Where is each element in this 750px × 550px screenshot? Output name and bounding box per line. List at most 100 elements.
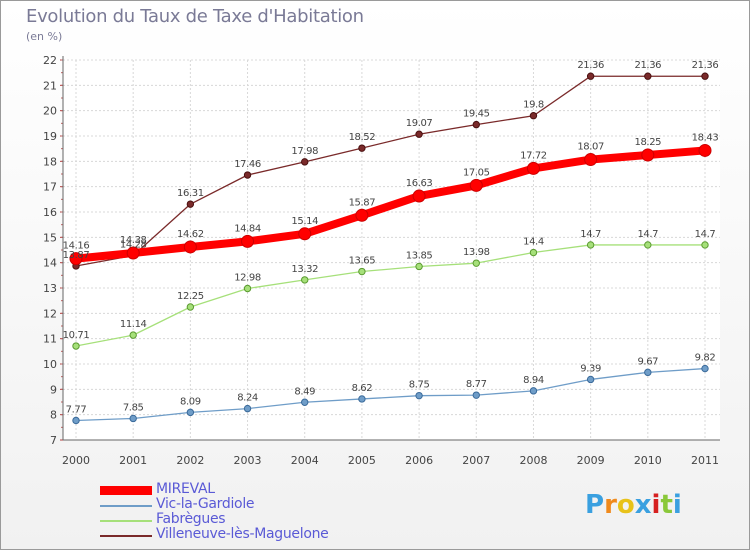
data-label-vic-la-gardiole: 8.94 [523,375,544,386]
data-label-vic-la-gardiole: 8.24 [237,393,258,404]
y-tick-label: 21 [43,79,57,92]
logo-letter: r [604,490,617,520]
data-point-vic-la-gardiole [529,387,538,395]
y-tick-label: 15 [43,231,57,244]
data-label-mireval: 18.07 [577,142,604,153]
data-point-fabregues [701,241,709,249]
data-point-vic-la-gardiole [358,395,366,403]
data-point-fabregues [415,262,423,271]
data-point-vic-la-gardiole [243,404,252,413]
data-label-villeneuve-les-maguelone: 19.45 [463,109,490,120]
legend-item-villeneuve-les-maguelone: Villeneuve-lès-Maguelone [100,526,400,544]
logo-letter: P [585,490,605,520]
data-point-mireval [298,227,312,241]
series-line-villeneuve-les-maguelone [75,75,706,267]
y-tick-label: 16 [43,206,57,219]
x-tick-label: 2004 [291,454,319,467]
chart-legend: MIREVAL Vic-la-Gardiole Fabrègues Villen… [100,481,400,544]
x-tick-label: 2010 [634,454,662,467]
data-point-mireval [69,252,83,266]
data-label-mireval: 14.62 [177,229,204,240]
data-point-fabregues [586,241,595,249]
data-label-fabregues: 11.14 [120,319,147,330]
logo-letter: x [634,490,652,520]
data-label-vic-la-gardiole: 8.77 [466,379,487,390]
data-label-villeneuve-les-maguelone: 17.46 [234,159,261,170]
data-point-fabregues [472,259,480,267]
legend-label-vic-la-gardiole: Vic-la-Gardiole [156,496,255,512]
data-label-villeneuve-les-maguelone: 19.07 [406,118,433,129]
series-line-fabregues [75,244,706,347]
data-point-villeneuve-les-maguelone [529,112,538,120]
y-tick-label: 13 [43,282,57,295]
data-point-fabregues [644,241,652,249]
data-label-mireval: 16.63 [406,178,433,189]
data-point-mireval [698,143,712,157]
data-point-mireval [469,178,483,192]
data-label-villeneuve-les-maguelone: 13.87 [63,250,90,261]
y-tick-label: 22 [43,54,57,67]
data-label-vic-la-gardiole: 7.85 [123,402,144,413]
data-point-fabregues [72,342,80,350]
data-point-villeneuve-les-maguelone [186,200,195,208]
x-tick-label: 2005 [348,454,376,467]
data-label-mireval: 15.87 [349,197,376,208]
data-point-vic-la-gardiole [472,391,480,399]
y-tick-label: 8 [50,409,57,422]
data-point-mireval [584,153,598,167]
data-label-mireval: 14.16 [63,241,90,252]
x-tick-label: 2008 [519,454,547,467]
logo-letter: o [616,490,635,520]
data-point-fabregues [186,303,195,311]
data-label-vic-la-gardiole: 8.09 [180,396,201,407]
data-label-fabregues: 13.85 [406,250,433,261]
data-point-mireval [526,161,540,175]
logo-letter: i [651,490,661,520]
data-label-mireval: 14.84 [234,223,261,234]
y-tick-label: 9 [50,383,57,396]
proxiti-logo: Proxiti [585,490,682,520]
data-label-vic-la-gardiole: 8.49 [294,386,315,397]
y-tick-label: 11 [43,333,57,346]
data-point-vic-la-gardiole [129,414,137,423]
data-point-fabregues [529,248,538,257]
legend-item-mireval: MIREVAL [100,481,400,499]
data-point-mireval [355,208,369,222]
data-label-mireval: 17.72 [520,150,547,161]
y-tick-label: 18 [43,155,57,168]
data-point-mireval [412,189,426,203]
data-label-fabregues: 12.98 [234,273,261,284]
data-point-villeneuve-les-maguelone [472,120,480,129]
data-point-vic-la-gardiole [415,391,423,400]
x-tick-label: 2007 [462,454,490,467]
data-label-vic-la-gardiole: 7.77 [66,404,87,415]
y-tick-label: 12 [43,307,57,320]
x-tick-label: 2006 [405,454,433,467]
data-label-villeneuve-les-maguelone: 18.52 [349,132,376,143]
legend-item-vic-la-gardiole: Vic-la-Gardiole [100,496,400,514]
data-label-mireval: 14.38 [120,235,147,246]
data-label-villeneuve-les-maguelone: 14.28 [120,240,147,251]
data-point-villeneuve-les-maguelone [243,171,252,179]
logo-letter: i [672,490,682,520]
y-tick-label: 10 [43,358,57,371]
legend-swatch-fabregues [100,520,152,522]
x-tick-label: 2011 [691,454,719,467]
data-label-vic-la-gardiole: 8.62 [352,383,373,394]
y-tick-label: 17 [43,181,57,194]
data-point-villeneuve-les-maguelone [415,130,423,138]
data-label-vic-la-gardiole: 8.75 [409,380,430,391]
chart-title: Evolution du Taux de Taxe d'Habitation [26,6,364,27]
y-tick-label: 19 [43,130,57,143]
data-point-mireval [126,246,140,260]
data-point-vic-la-gardiole [186,408,195,417]
data-point-fabregues [301,276,309,284]
data-label-villeneuve-les-maguelone: 21.36 [577,60,604,71]
data-point-vic-la-gardiole [301,398,309,406]
series-line-mireval [72,146,709,263]
legend-swatch-mireval [100,486,152,495]
data-label-fabregues: 14.7 [580,229,601,240]
data-label-villeneuve-les-maguelone: 17.98 [291,146,318,157]
legend-swatch-vic-la-gardiole [100,505,152,507]
